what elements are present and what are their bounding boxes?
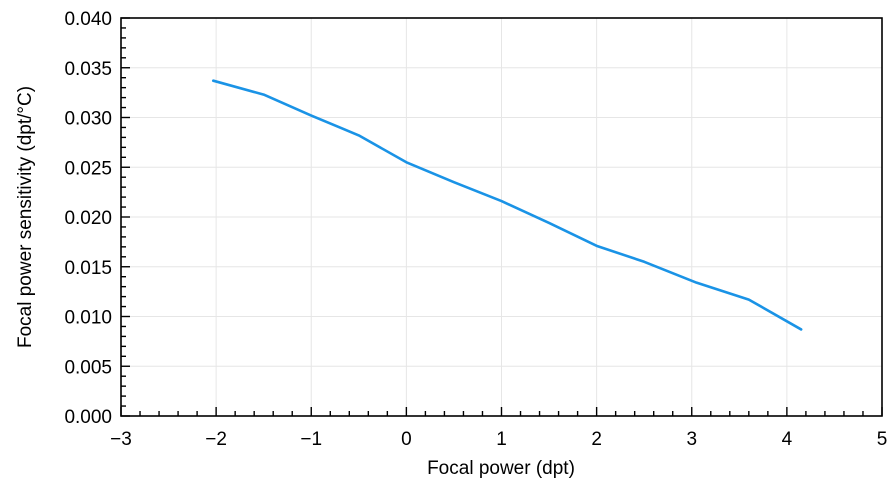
y-tick-label: 0.000: [64, 407, 112, 428]
x-tick-label: −1: [300, 429, 322, 450]
x-tick-label: 3: [686, 429, 697, 450]
y-tick-label: 0.030: [64, 109, 112, 130]
ticks: [120, 17, 883, 417]
x-axis-title: Focal power (dpt): [427, 458, 575, 479]
y-tick-label: 0.025: [64, 158, 112, 179]
x-tick-label: 1: [496, 429, 507, 450]
y-tick-label: 0.015: [64, 258, 112, 279]
y-tick-label: 0.035: [64, 59, 112, 80]
series-line: [211, 79, 803, 331]
y-tick-label: 0.040: [64, 9, 112, 30]
x-tick-label: 4: [782, 429, 793, 450]
tick-labels: −3 −2 −1 0 1 2 3 4 5 0.000 0.005 0.010 0.015 0.020 0.0…: [64, 9, 887, 450]
x-tick-label: 0: [401, 429, 412, 450]
grid: [120, 17, 883, 417]
y-tick-label: 0.010: [64, 308, 112, 329]
y-tick-label: 0.020: [64, 208, 112, 229]
x-tick-label: −3: [110, 429, 132, 450]
series-layer: [211, 79, 803, 331]
x-tick-label: 5: [877, 429, 888, 450]
y-tick-label: 0.005: [64, 357, 112, 378]
x-tick-label: −2: [205, 429, 227, 450]
y-axis-title: Focal power sensitivity (dpt/°C): [15, 86, 36, 348]
x-tick-label: 2: [591, 429, 602, 450]
